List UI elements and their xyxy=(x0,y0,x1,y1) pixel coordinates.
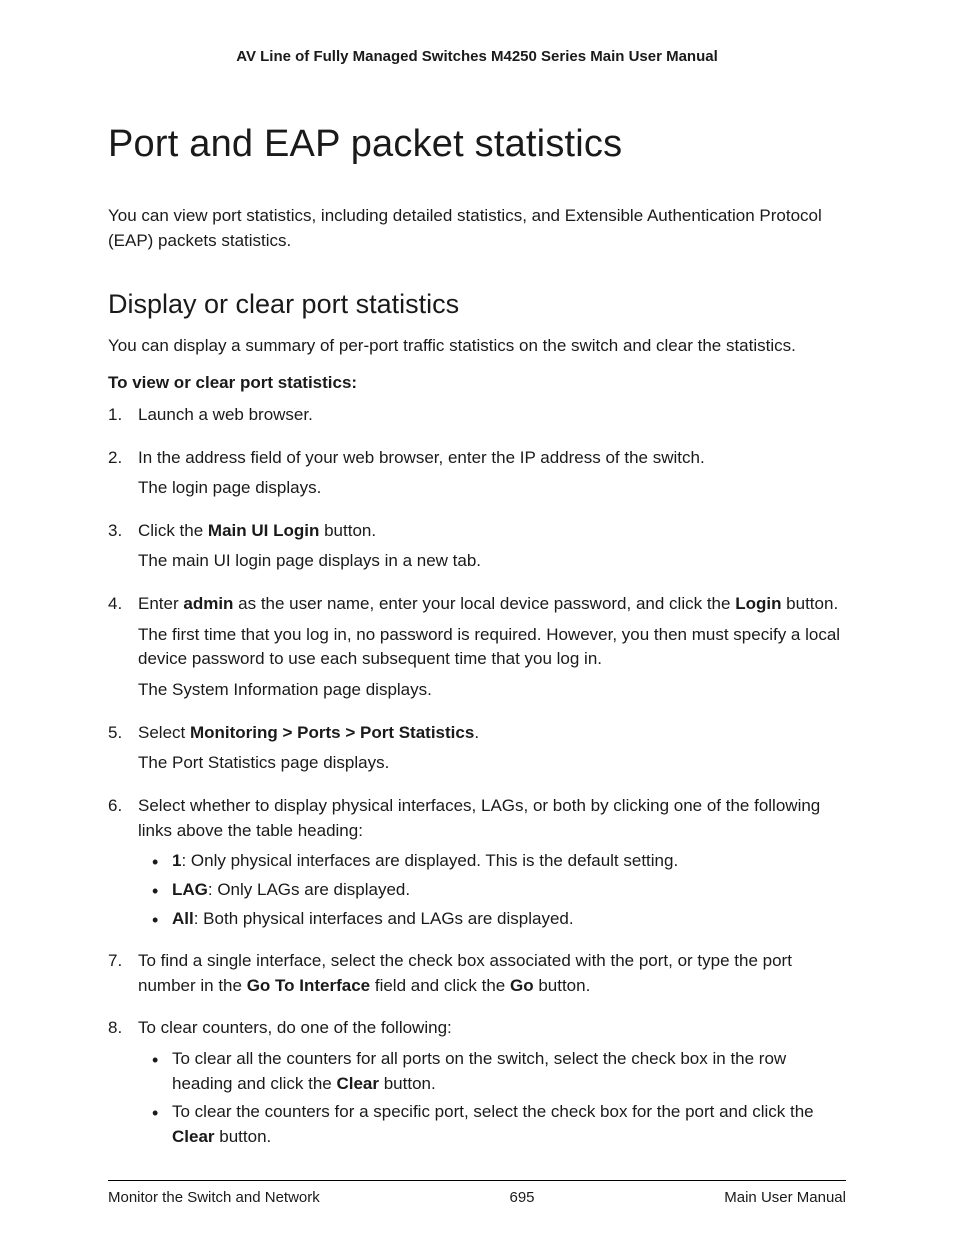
step-2: In the address field of your web browser… xyxy=(108,446,846,501)
step-6: Select whether to display physical inter… xyxy=(108,794,846,931)
step-text: Launch a web browser. xyxy=(138,403,846,428)
step-1: Launch a web browser. xyxy=(108,403,846,428)
text-fragment: Select xyxy=(138,723,190,742)
bold-label: All xyxy=(172,909,194,928)
section-heading-h2: Display or clear port statistics xyxy=(108,289,846,320)
step-text: Select Monitoring > Ports > Port Statist… xyxy=(138,721,846,746)
sub-bullet-list: 1: Only physical interfaces are displaye… xyxy=(138,849,846,931)
intro-paragraph: You can view port statistics, including … xyxy=(108,204,846,253)
step-text: Click the Main UI Login button. xyxy=(138,519,846,544)
sub-bullet-list: To clear all the counters for all ports … xyxy=(138,1047,846,1150)
text-fragment: button. xyxy=(379,1074,436,1093)
section-intro-paragraph: You can display a summary of per-port tr… xyxy=(108,334,846,359)
text-fragment: field and click the xyxy=(370,976,510,995)
text-fragment: : Only physical interfaces are displayed… xyxy=(181,851,678,870)
bullet-item: To clear the counters for a specific por… xyxy=(152,1100,846,1149)
text-fragment: button. xyxy=(215,1127,272,1146)
step-8: To clear counters, do one of the followi… xyxy=(108,1016,846,1149)
bold-label: admin xyxy=(183,594,233,613)
procedure-steps-list: Launch a web browser. In the address fie… xyxy=(108,403,846,1150)
footer-left: Monitor the Switch and Network xyxy=(108,1189,320,1206)
page-title-h1: Port and EAP packet statistics xyxy=(108,123,846,166)
step-text: Select whether to display physical inter… xyxy=(138,794,846,843)
step-text: Enter admin as the user name, enter your… xyxy=(138,592,846,617)
footer-page-number: 695 xyxy=(510,1189,535,1206)
text-fragment: : Both physical interfaces and LAGs are … xyxy=(194,909,574,928)
page-footer: Monitor the Switch and Network 695 Main … xyxy=(108,1189,846,1206)
step-text: To clear counters, do one of the followi… xyxy=(138,1016,846,1041)
bullet-item: All: Both physical interfaces and LAGs a… xyxy=(152,907,846,932)
step-subtext: The Port Statistics page displays. xyxy=(138,751,846,776)
procedure-title: To view or clear port statistics: xyxy=(108,373,846,393)
document-header: AV Line of Fully Managed Switches M4250 … xyxy=(108,48,846,65)
bullet-item: 1: Only physical interfaces are displaye… xyxy=(152,849,846,874)
bullet-item: LAG: Only LAGs are displayed. xyxy=(152,878,846,903)
text-fragment: . xyxy=(474,723,479,742)
bold-label: Go To Interface xyxy=(247,976,370,995)
text-fragment: To clear all the counters for all ports … xyxy=(172,1049,786,1093)
step-4: Enter admin as the user name, enter your… xyxy=(108,592,846,703)
text-fragment: Click the xyxy=(138,521,208,540)
bold-label: Monitoring > Ports > Port Statistics xyxy=(190,723,474,742)
text-fragment: button. xyxy=(781,594,838,613)
step-7: To find a single interface, select the c… xyxy=(108,949,846,998)
step-5: Select Monitoring > Ports > Port Statist… xyxy=(108,721,846,776)
step-subtext: The main UI login page displays in a new… xyxy=(138,549,846,574)
text-fragment: Enter xyxy=(138,594,183,613)
text-fragment: To clear the counters for a specific por… xyxy=(172,1102,814,1121)
step-3: Click the Main UI Login button. The main… xyxy=(108,519,846,574)
step-subtext: The first time that you log in, no passw… xyxy=(138,623,846,672)
footer-right: Main User Manual xyxy=(724,1189,846,1206)
text-fragment: button. xyxy=(319,521,376,540)
footer-divider xyxy=(108,1180,846,1181)
bold-label: Go xyxy=(510,976,534,995)
text-fragment: button. xyxy=(534,976,591,995)
bold-label: LAG xyxy=(172,880,208,899)
bold-label: Main UI Login xyxy=(208,521,319,540)
step-subtext: The System Information page displays. xyxy=(138,678,846,703)
text-fragment: : Only LAGs are displayed. xyxy=(208,880,410,899)
bullet-item: To clear all the counters for all ports … xyxy=(152,1047,846,1096)
bold-label: Clear xyxy=(172,1127,215,1146)
text-fragment: as the user name, enter your local devic… xyxy=(233,594,735,613)
bold-label: Login xyxy=(735,594,781,613)
step-text: In the address field of your web browser… xyxy=(138,446,846,471)
step-subtext: The login page displays. xyxy=(138,476,846,501)
bold-label: Clear xyxy=(336,1074,379,1093)
step-text: To find a single interface, select the c… xyxy=(138,949,846,998)
